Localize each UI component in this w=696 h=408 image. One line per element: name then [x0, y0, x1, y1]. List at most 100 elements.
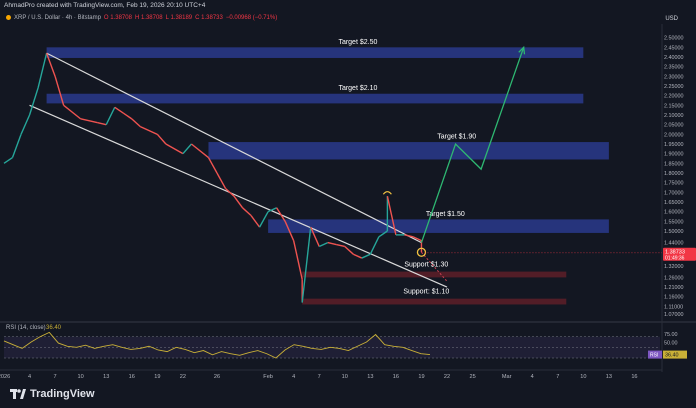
rsi-label: RSI (14, close) — [6, 325, 46, 331]
ohlc-open: O 1.38708 — [103, 15, 132, 22]
price-segment — [105, 106, 116, 125]
price-segment — [122, 112, 133, 120]
price-segment — [190, 143, 209, 159]
price-segment — [20, 114, 31, 135]
price-segment — [216, 172, 227, 189]
price-tick-label: 2.45000 — [664, 45, 684, 51]
symbol-name[interactable]: XRP / U.S. Dollar · 4h · Bitstamp — [14, 15, 101, 22]
bullish-projection-path — [420, 47, 525, 243]
xrp-coin-icon — [6, 15, 11, 20]
wick-top-arc — [382, 191, 392, 195]
rsi-name-tag — [648, 350, 662, 359]
price-segment — [276, 207, 286, 222]
support-touch-circle — [416, 247, 427, 257]
price-tick-label: 1.85000 — [664, 161, 684, 167]
price-segment — [114, 106, 124, 114]
price-segment — [207, 157, 218, 174]
price-segment — [292, 240, 303, 280]
price-segment — [267, 207, 277, 213]
time-tick-label: 2026 — [0, 374, 10, 380]
price-segment — [140, 125, 158, 135]
price-segment — [156, 133, 167, 145]
time-tick-label: Feb — [263, 374, 273, 380]
price-segment — [54, 76, 65, 106]
price-segment — [404, 234, 414, 238]
resistance-zone — [46, 93, 584, 104]
time-tick-label: 22 — [180, 374, 186, 380]
time-tick-label: 10 — [342, 374, 348, 380]
price-segment — [225, 187, 235, 197]
resistance-zone — [208, 142, 609, 160]
resistance-label: Target $1.90 — [437, 134, 476, 141]
price-segment — [63, 104, 82, 120]
price-segment — [97, 122, 107, 126]
watermark-created-by: AhmadPro created with TradingView.com, F… — [4, 2, 206, 9]
bullish-projection-arrowhead — [518, 45, 526, 55]
time-tick-label: 10 — [580, 374, 586, 380]
rsi-value-tag — [663, 350, 687, 359]
price-segment — [327, 241, 337, 246]
price-segment — [378, 230, 388, 238]
price-segment — [318, 241, 329, 248]
rsi-legend-value: 36.40 — [46, 325, 62, 331]
last-price-countdown: 01:49:36 — [665, 255, 685, 261]
time-tick-label: Mar — [502, 374, 512, 380]
price-segment — [242, 207, 252, 217]
price-tick-label: 1.95000 — [664, 142, 684, 148]
price-segment — [250, 215, 261, 228]
tradingview-logo-icon — [10, 389, 26, 399]
ohlc-change: −0.00968 (−0.71%) — [225, 15, 278, 22]
time-tick-label: 4 — [292, 374, 295, 380]
price-segment — [412, 236, 422, 242]
price-tick-label: 1.70000 — [664, 190, 684, 196]
last-price-tag — [663, 247, 696, 261]
price-tick-label: 1.60000 — [664, 210, 684, 216]
price-segment — [386, 196, 397, 236]
bearish-projection-path — [421, 251, 448, 282]
price-tick-label: 2.50000 — [664, 36, 684, 42]
price-segment — [28, 87, 39, 116]
price-tick-label: 1.16000 — [664, 295, 684, 301]
tradingview-brand[interactable]: TradingView — [10, 388, 95, 400]
rsi-value-text: 36.40 — [665, 353, 679, 359]
symbol-legend[interactable]: XRP / U.S. Dollar · 4h · Bitstamp O 1.387… — [6, 15, 280, 21]
support-zone — [302, 271, 567, 278]
time-tick-label: 13 — [367, 374, 373, 380]
time-tick-label: 19 — [418, 374, 424, 380]
time-tick-label: 16 — [393, 374, 399, 380]
price-tick-label: 1.90000 — [664, 152, 684, 158]
price-segment — [37, 52, 48, 89]
rsi-level-label: 50.00 — [664, 340, 678, 346]
time-tick-label: 4 — [531, 374, 534, 380]
price-segment — [258, 211, 269, 228]
price-segment — [353, 253, 363, 259]
support-label: Support: $1.10 — [403, 289, 449, 296]
price-tick-label: 1.07000 — [664, 312, 684, 318]
time-tick-label: 10 — [78, 374, 84, 380]
price-segment — [284, 221, 295, 241]
price-tick-label: 1.32000 — [664, 264, 684, 270]
currency-label[interactable]: USD — [665, 16, 678, 22]
price-segment — [233, 195, 244, 209]
time-tick-label: 16 — [129, 374, 135, 380]
price-segment — [336, 243, 345, 248]
price-tick-label: 1.44000 — [664, 241, 684, 247]
price-tick-label: 2.30000 — [664, 74, 684, 80]
price-tick-label: 2.25000 — [664, 84, 684, 90]
price-tick-label: 2.10000 — [664, 113, 684, 119]
price-segment — [361, 253, 371, 259]
channel-line-lower — [29, 104, 448, 288]
time-tick-label: 13 — [103, 374, 109, 380]
resistance-label: Target $2.50 — [338, 39, 377, 46]
resistance-label: Target $1.50 — [426, 211, 465, 218]
time-tick-label: 7 — [556, 374, 559, 380]
price-tick-label: 1.75000 — [664, 181, 684, 187]
price-segment — [131, 118, 141, 128]
price-segment — [165, 143, 184, 155]
price-segment — [344, 245, 354, 255]
price-tick-label: 2.15000 — [664, 103, 684, 109]
price-tick-label: 1.26000 — [664, 275, 684, 281]
time-tick-label: 4 — [28, 374, 31, 380]
time-tick-label: 7 — [318, 374, 321, 380]
